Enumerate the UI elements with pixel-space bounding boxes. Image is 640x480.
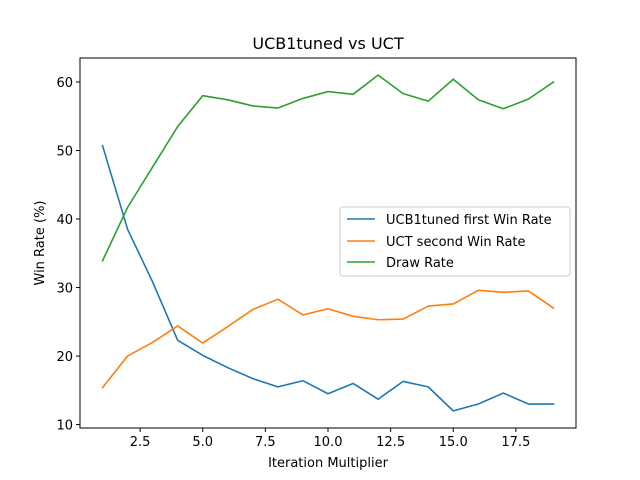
x-tick-label: 2.5 [130, 435, 151, 450]
series-line-draw-rate [101, 74, 555, 262]
y-tick-label: 20 [56, 350, 73, 365]
legend-label-uct: UCT second Win Rate [386, 235, 526, 250]
x-tick-label: 10.0 [314, 435, 343, 450]
x-tick-label: 5.0 [192, 435, 213, 450]
series-lines [101, 74, 555, 412]
y-tick-label: 30 [56, 282, 73, 297]
y-tick-label: 60 [56, 76, 73, 91]
x-tick-label: 17.5 [501, 435, 530, 450]
y-axis-label: Win Rate (%) [33, 201, 48, 286]
x-tick-label: 15.0 [439, 435, 468, 450]
chart-title: UCB1tuned vs UCT [252, 34, 403, 53]
legend-box [339, 206, 571, 277]
y-axis-ticks: 10 20 30 40 50 60 [56, 76, 80, 434]
x-tick-label: 7.5 [255, 435, 276, 450]
legend: UCB1tuned first Win Rate UCT second Win … [339, 206, 571, 277]
x-axis-ticks: 2.5 5.0 7.5 10.0 12.5 15.0 17.5 [130, 428, 530, 450]
x-tick-label: 12.5 [376, 435, 405, 450]
y-tick-label: 50 [56, 145, 73, 160]
series-line-uct-second-win-rate [101, 289, 555, 389]
legend-label-ucb1tuned: UCB1tuned first Win Rate [386, 213, 552, 228]
y-tick-label: 40 [56, 213, 73, 228]
y-tick-label: 10 [56, 419, 73, 434]
x-axis-label: Iteration Multiplier [268, 456, 389, 471]
plot-frame [79, 57, 577, 429]
legend-label-draw: Draw Rate [386, 256, 454, 271]
series-line-ucb1tuned-first-win-rate [101, 144, 555, 412]
